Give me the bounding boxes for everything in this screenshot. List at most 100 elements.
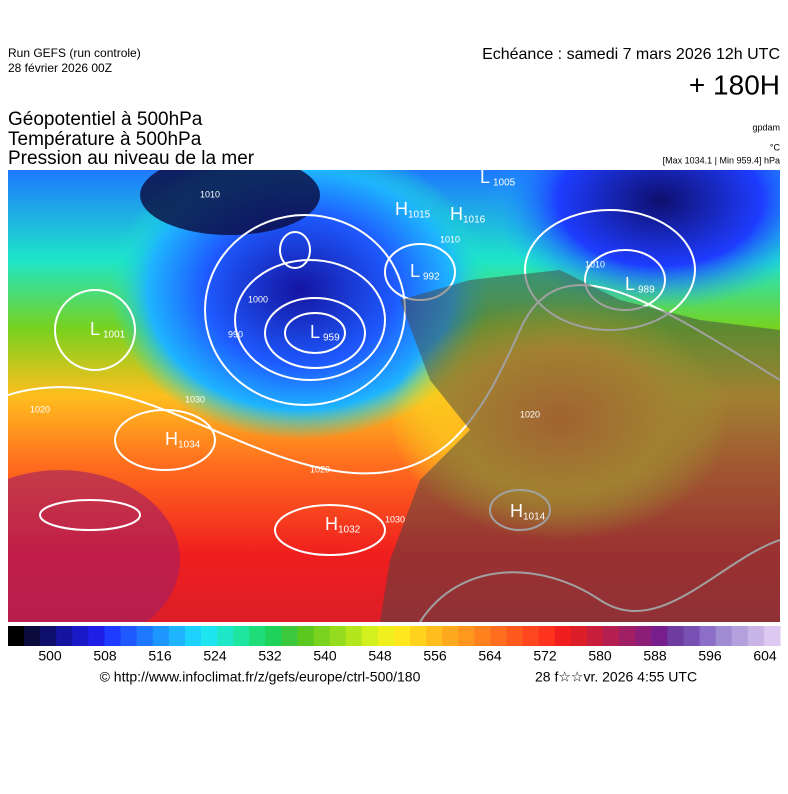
- colorbar-swatch: [361, 626, 379, 646]
- center-value: 959: [323, 333, 340, 344]
- run-date: 28 février 2026 00Z: [8, 61, 112, 75]
- unit-label: °C: [770, 142, 781, 152]
- center-value: 1005: [493, 178, 516, 189]
- center-value: 1001: [103, 330, 126, 341]
- colorbar-swatch: [184, 626, 202, 646]
- contour-label: 1010: [440, 234, 460, 244]
- colorbar-swatch: [490, 626, 508, 646]
- colorbar-label: 516: [148, 648, 172, 664]
- colorbar-swatch: [281, 626, 298, 646]
- colorbar-swatch: [683, 626, 701, 646]
- colorbar-swatch: [506, 626, 524, 646]
- center-letter: L: [310, 322, 320, 342]
- center-letter: L: [480, 167, 490, 187]
- center-value: 1014: [523, 512, 546, 523]
- contour-label: 1010: [585, 259, 605, 269]
- colorbar-swatch: [72, 626, 89, 646]
- colorbar-swatch: [88, 626, 105, 646]
- contour-label: 1020: [310, 464, 330, 474]
- center-letter: H: [395, 199, 408, 219]
- colorbar-swatch: [201, 626, 218, 646]
- contour-label: 990: [228, 329, 243, 339]
- colorbar-swatch: [651, 626, 668, 646]
- center-value: 1015: [408, 210, 431, 221]
- footer-url: © http://www.infoclimat.fr/z/gefs/europe…: [100, 669, 421, 685]
- colorbar-label: 508: [93, 648, 117, 664]
- colorbar-swatch: [56, 626, 73, 646]
- unit-label: [Max 1034.1 | Min 959.4] hPa: [663, 155, 780, 165]
- colorbar-swatch: [329, 626, 347, 646]
- contour-label: 1020: [30, 404, 50, 414]
- colorbar-label: 564: [478, 648, 502, 664]
- center-letter: L: [625, 274, 635, 294]
- colorbar-label: 596: [698, 648, 722, 664]
- colorbar-swatch: [249, 626, 266, 646]
- colorbar-swatch: [554, 626, 572, 646]
- colorbar-swatch: [24, 626, 41, 646]
- colorbar-swatch: [522, 626, 540, 646]
- footer-date: 28 f☆☆vr. 2026 4:55 UTC: [535, 669, 697, 685]
- colorbar-swatch: [458, 626, 475, 646]
- title-line: Température à 500hPa: [8, 129, 202, 150]
- colorbar-swatch: [233, 626, 250, 646]
- colorbar-swatch: [619, 626, 636, 646]
- colorbar-swatch: [699, 626, 717, 646]
- colorbar-swatch: [8, 626, 25, 646]
- colorbar-swatch: [635, 626, 652, 646]
- colorbar-label: 580: [588, 648, 612, 664]
- colorbar-swatch: [217, 626, 234, 646]
- colorbar-swatch: [394, 626, 411, 646]
- colorbar-label: 588: [643, 648, 667, 664]
- colorbar-label: 548: [368, 648, 392, 664]
- colorbar-swatch: [104, 626, 122, 646]
- colorbar-swatch: [538, 626, 556, 646]
- center-letter: H: [165, 429, 178, 449]
- contour-label: 1000: [248, 294, 268, 304]
- center-value: 992: [423, 272, 440, 283]
- center-letter: H: [450, 204, 463, 224]
- title-line: Géopotentiel à 500hPa: [8, 109, 203, 130]
- colorbar-label: 532: [258, 648, 282, 664]
- colorbar-label: 500: [38, 648, 62, 664]
- center-value: 1034: [178, 440, 201, 451]
- colorbar-swatch: [152, 626, 170, 646]
- unit-label: gpdam: [752, 122, 780, 132]
- colorbar-swatch: [763, 626, 781, 646]
- colorbar-swatch: [442, 626, 459, 646]
- contour-label: 1030: [385, 514, 405, 524]
- colorbar-swatch: [747, 626, 765, 646]
- colorbar-swatch: [297, 626, 315, 646]
- colorbar: 500 508 516 524 532 540 548 556 564 572 580 588 596 6…: [8, 626, 781, 664]
- colorbar-swatch: [313, 626, 331, 646]
- colorbar-swatch: [731, 626, 749, 646]
- colorbar-swatch: [667, 626, 684, 646]
- colorbar-swatch: [603, 626, 620, 646]
- contour-label: 1030: [185, 394, 205, 404]
- center-value: 1032: [338, 525, 361, 536]
- colorbar-swatch: [410, 626, 427, 646]
- center-letter: L: [410, 261, 420, 281]
- colorbar-swatch: [587, 626, 604, 646]
- colorbar-swatch: [474, 626, 491, 646]
- colorbar-swatch: [136, 626, 154, 646]
- center-letter: H: [510, 501, 523, 521]
- title-line: Pression au niveau de la mer: [8, 148, 255, 169]
- contour-label: 1010: [200, 189, 220, 199]
- colorbar-swatch: [120, 626, 138, 646]
- colorbar-label: 556: [423, 648, 447, 664]
- center-letter: L: [90, 319, 100, 339]
- colorbar-swatch: [715, 626, 733, 646]
- colorbar-swatch: [570, 626, 588, 646]
- colorbar-swatch: [265, 626, 282, 646]
- colorbar-swatch: [168, 626, 186, 646]
- colorbar-label: 540: [313, 648, 337, 664]
- contour-label: 1020: [520, 409, 540, 419]
- map: [8, 170, 780, 622]
- colorbar-swatch: [426, 626, 443, 646]
- colorbar-swatch: [40, 626, 57, 646]
- colorbar-swatch: [345, 626, 363, 646]
- colorbar-label: 572: [533, 648, 557, 664]
